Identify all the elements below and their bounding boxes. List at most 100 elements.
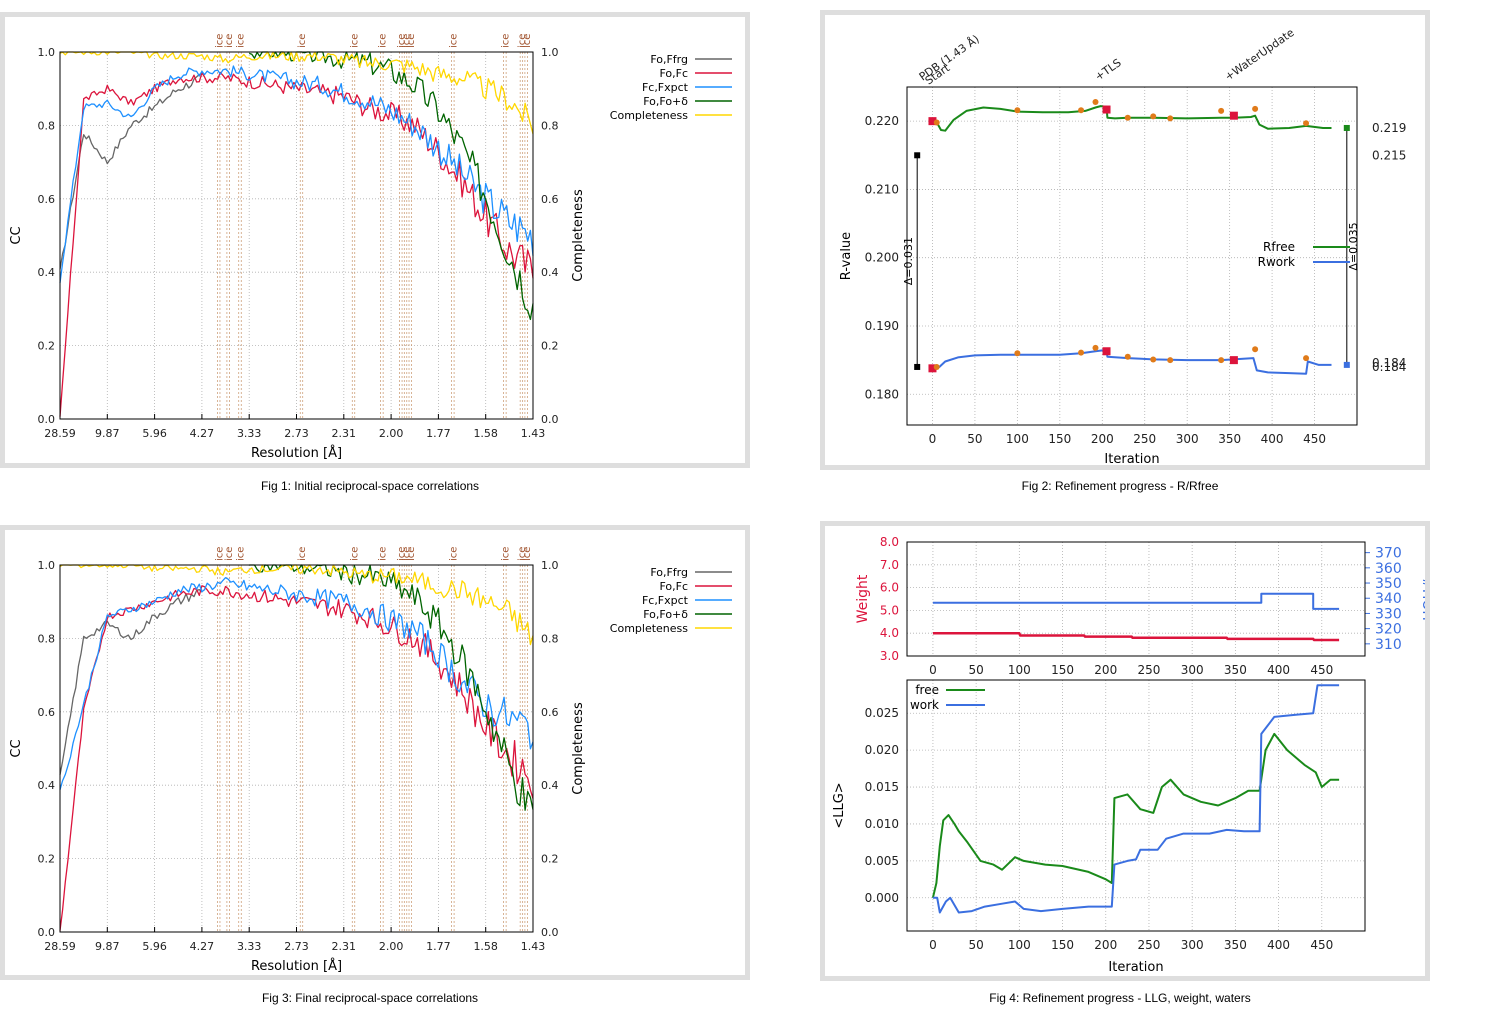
x-tick-label: 400 (1267, 938, 1290, 952)
y-axis-label: R-value (839, 232, 854, 280)
series-line (249, 564, 534, 811)
event-dot (1124, 114, 1131, 121)
x-tick-label: 2.73 (284, 940, 309, 953)
x-tick-label: 4.27 (190, 940, 215, 953)
right-value-label: 0.215 (1372, 148, 1406, 162)
x-tick-label: 100 (1006, 432, 1029, 446)
left-delta-marker (914, 363, 921, 370)
event-label: +TLS (1092, 56, 1123, 83)
hoh-tick-label: 330 (1375, 606, 1402, 622)
rwork-marker (928, 364, 937, 373)
x-tick-label: 150 (1051, 663, 1074, 677)
y-tick-label: 0.015 (865, 780, 899, 794)
y-tick-label: 0.6 (38, 706, 56, 719)
fig1-caption: Fig 1: Initial reciprocal-space correlat… (260, 479, 480, 493)
legend-label: Fo,Fc (659, 580, 688, 593)
ice-ring-label: ice (522, 547, 533, 561)
plot-frame (906, 86, 1358, 426)
legend-label: free (915, 683, 939, 697)
series-line (59, 588, 203, 775)
plot-frame (59, 564, 534, 933)
legend-label: Rwork (1258, 255, 1295, 269)
hoh-axis-label: #HOH (1419, 577, 1425, 621)
weight-line (932, 631, 1340, 642)
rfree-marker (1102, 105, 1111, 114)
fig1-chart: 28.59 9.87 5.96 4.27 3.33 2.73 2.31 2.00 1.77 1.5… (9, 34, 732, 461)
x-tick-label: 0 (929, 432, 937, 446)
rfree-marker (928, 117, 937, 126)
hoh-tick-label: 370 (1375, 546, 1402, 562)
ice-ring-label: ice (224, 547, 235, 561)
weight-tick-label: 7.0 (880, 558, 899, 572)
event-dot (1014, 350, 1021, 357)
hoh-tick-label: 340 (1375, 591, 1402, 607)
x-tick-label: 350 (1224, 663, 1247, 677)
hoh-line (932, 592, 1340, 610)
legend-label: Completeness (610, 622, 688, 635)
ice-ring-label: ice (349, 547, 360, 561)
event-dot (1014, 107, 1021, 114)
event-dot (1218, 107, 1225, 114)
hoh-tick-label: 320 (1375, 622, 1402, 638)
llg-work-line (932, 684, 1340, 914)
plot-frame (59, 51, 534, 420)
x-tick-label: 250 (1138, 663, 1161, 677)
x-tick-label: 3.33 (237, 940, 262, 953)
weight-tick-label: 8.0 (880, 535, 899, 549)
y-tick-label: 0.020 (865, 743, 899, 757)
legend-label: Fc,Fxpct (642, 81, 689, 94)
x-tick-label: 9.87 (95, 940, 120, 953)
x-tick-label: 300 (1181, 663, 1204, 677)
bottom-plot-frame (906, 679, 1366, 932)
rwork-line (932, 348, 1332, 375)
fig4-panel: 0 50 100 150 200 250 300 350 400 450 3.0 4.0 5.0 6.0 7… (820, 521, 1430, 981)
event-dot (1252, 105, 1259, 112)
x-tick-label: 350 (1218, 432, 1241, 446)
x-tick-label: 150 (1048, 432, 1071, 446)
event-dot (1078, 349, 1085, 356)
y-tick-label: 0.000 (865, 891, 899, 905)
fig3-chart: 28.59 9.87 5.96 4.27 3.33 2.73 2.31 2.00 1.77 1.5… (9, 547, 732, 974)
y2-tick-label: 0.4 (541, 266, 559, 279)
legend-label: Fo,Fo+δ (643, 95, 688, 108)
y-tick-label: 0.010 (865, 817, 899, 831)
left-delta-marker (914, 152, 921, 159)
x-tick-label: 1.43 (521, 940, 546, 953)
legend-label: Fc,Fxpct (642, 594, 689, 607)
x-tick-label: 400 (1267, 663, 1290, 677)
weight-tick-label: 6.0 (880, 581, 899, 595)
right-delta-label: Δ=0.035 (1347, 222, 1360, 270)
series-line (59, 585, 534, 931)
legend-label: Completeness (610, 109, 688, 122)
ice-ring-label: ice (501, 547, 512, 561)
series-line (248, 51, 534, 321)
ice-ring-label: ice (449, 34, 460, 48)
x-tick-label: 100 (1008, 663, 1031, 677)
x-tick-label: 28.59 (44, 427, 76, 440)
y-axis-label: <LLG> (832, 782, 847, 828)
legend-label: Rfree (1263, 240, 1295, 254)
ice-ring-label: ice (214, 547, 225, 561)
y-tick-label: 0.220 (865, 114, 899, 128)
y-tick-label: 0.180 (865, 387, 899, 401)
event-dot (1092, 344, 1099, 351)
x-tick-label: 250 (1138, 938, 1161, 952)
y-tick-label: 0.190 (865, 319, 899, 333)
legend-label: Fo,Ffrg (650, 566, 688, 579)
y-tick-label: 0.200 (865, 251, 899, 265)
y-axis-label: CC (9, 226, 24, 244)
legend-label: Fo,Fc (659, 67, 688, 80)
y2-tick-label: 0.6 (541, 193, 559, 206)
ice-ring-label: ice (214, 34, 225, 48)
x-tick-label: 5.96 (142, 940, 167, 953)
y-tick-label: 0.0 (38, 413, 56, 426)
ice-ring-label: ice (297, 34, 308, 48)
rfree-line (932, 105, 1332, 132)
x-tick-label: 50 (968, 938, 983, 952)
ice-ring-label: ice (449, 547, 460, 561)
x-tick-label: 200 (1094, 663, 1117, 677)
ice-ring-label: ice (401, 547, 412, 561)
fig1-panel: 28.59 9.87 5.96 4.27 3.33 2.73 2.31 2.00 1.77 1.5… (0, 12, 750, 468)
fig4-caption: Fig 4: Refinement progress - LLG, weight… (989, 991, 1251, 1005)
y2-tick-label: 0.8 (541, 119, 559, 132)
